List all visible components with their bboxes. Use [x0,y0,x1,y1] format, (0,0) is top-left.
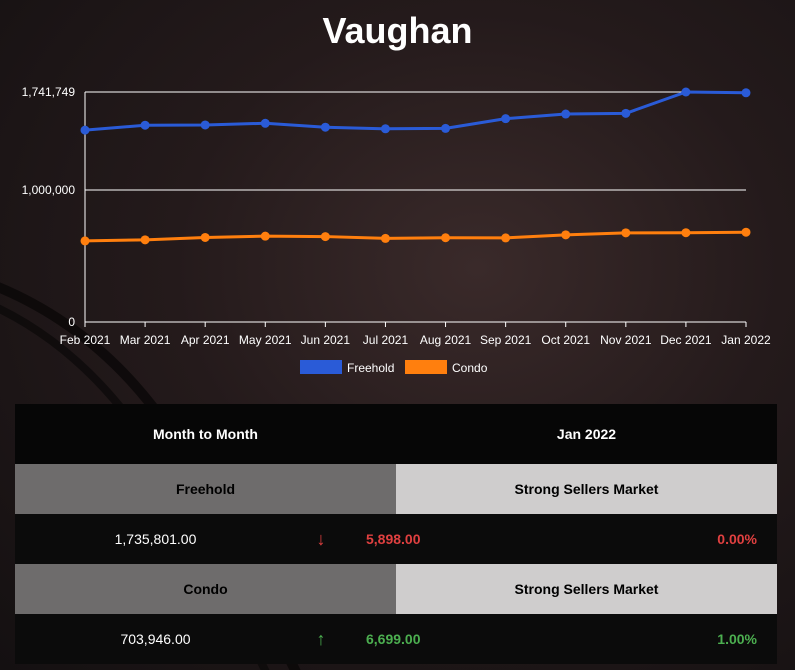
data-point-freehold [320,122,330,132]
x-tick-label: Nov 2021 [600,333,652,347]
x-tick-label: Jun 2021 [301,333,351,347]
x-tick-label: Jan 2022 [721,333,771,347]
x-tick-label: Oct 2021 [541,333,590,347]
y-tick-label: 1,000,000 [22,183,76,197]
data-point-freehold [260,118,270,128]
price-change: 5,898.00 [366,531,421,547]
table-row-condo-values: 703,946.00 ↑ 6,699.00 1.00% [15,614,777,664]
y-tick-label: 1,741,749 [22,85,76,99]
x-tick-label: Dec 2021 [660,333,712,347]
y-tick-label: 0 [68,315,75,329]
legend-label-condo: Condo [452,361,488,375]
line-chart: 1,741,749 1,000,000 0 Feb 2021 Mar 2021 Apr 2… [22,85,771,375]
x-tick-label: Sep 2021 [480,333,532,347]
chart-grid [85,91,746,323]
data-point-freehold [441,123,451,133]
series-line-freehold [84,90,747,132]
data-point-freehold [681,87,691,97]
data-point-condo [320,232,330,242]
series-line-condo [84,230,747,243]
arrow-down-icon: ↓ [316,528,326,549]
header-period: Jan 2022 [556,426,617,442]
price-value: 703,946.00 [120,631,191,647]
x-tick-label: Apr 2021 [181,333,230,347]
chart-series [80,87,751,246]
legend-swatch-freehold [300,360,342,374]
price-value: 1,735,801.00 [114,531,197,547]
legend-swatch-condo [405,360,447,374]
header-month-to-month: Month to Month [153,426,258,442]
chart-legend: Freehold Condo [300,360,488,375]
data-point-condo [441,233,451,243]
data-point-freehold [621,108,631,118]
data-point-condo [741,227,751,237]
page-title: Vaughan [322,10,473,51]
x-tick-label: May 2021 [239,333,292,347]
data-point-freehold [140,120,150,130]
category-label: Condo [15,564,396,614]
data-point-condo [561,230,571,240]
price-change: 6,699.00 [366,631,421,647]
data-point-condo [140,235,150,245]
data-point-condo [380,233,390,243]
percent-change: 1.00% [717,631,757,647]
data-point-condo [260,231,270,241]
data-point-freehold [741,88,751,98]
x-tick-label: Jul 2021 [363,333,409,347]
chart-axes: 1,741,749 1,000,000 0 Feb 2021 Mar 2021 Apr 2… [22,85,771,347]
data-point-condo [681,228,691,238]
data-point-condo [501,233,511,243]
category-label: Freehold [15,464,396,514]
data-point-condo [200,232,210,242]
arrow-up-icon: ↑ [316,628,326,649]
data-point-freehold [380,124,390,134]
market-status: Strong Sellers Market [396,464,777,514]
x-tick-label: Feb 2021 [60,333,111,347]
market-status: Strong Sellers Market [396,564,777,614]
data-point-condo [621,228,631,238]
legend-label-freehold: Freehold [347,361,394,375]
data-point-condo [80,236,90,246]
data-point-freehold [200,120,210,130]
x-tick-label: Mar 2021 [120,333,171,347]
x-tick-label: Aug 2021 [420,333,472,347]
table-row-freehold-category: Freehold Strong Sellers Market [15,464,777,514]
data-point-freehold [561,109,571,119]
market-table: Month to Month Jan 2022 Freehold Strong … [15,404,777,664]
data-point-freehold [80,125,90,135]
percent-change: 0.00% [717,531,757,547]
data-point-freehold [501,114,511,124]
table-row-condo-category: Condo Strong Sellers Market [15,564,777,614]
table-row-freehold-values: 1,735,801.00 ↓ 5,898.00 0.00% [15,514,777,564]
table-header-row: Month to Month Jan 2022 [15,404,777,464]
